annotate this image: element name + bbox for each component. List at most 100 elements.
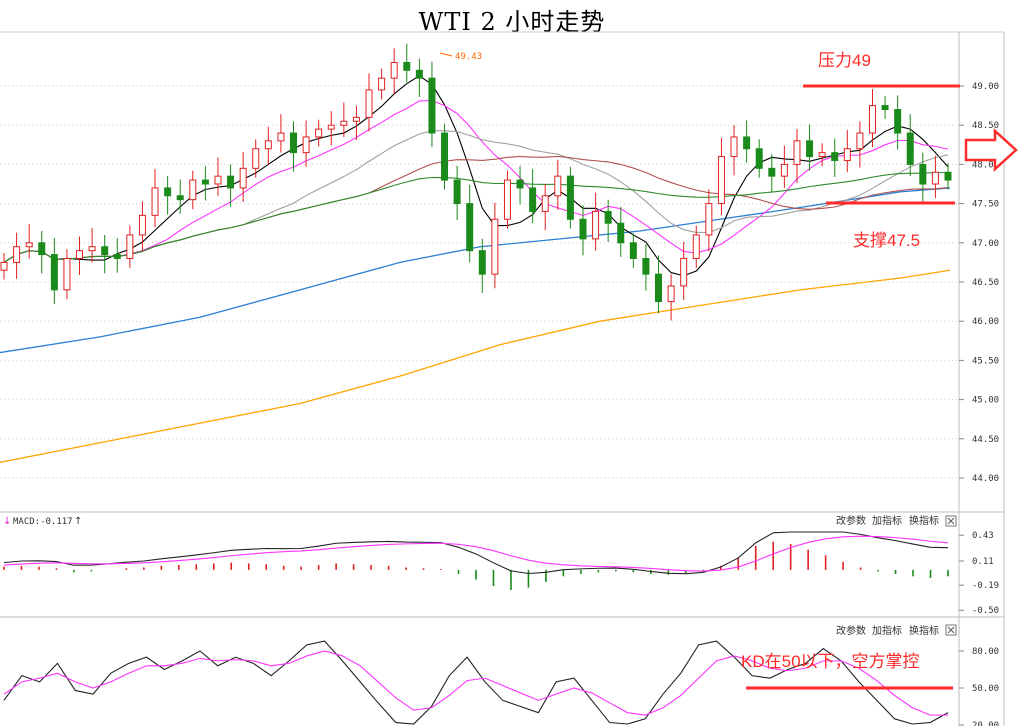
candle-body [378, 77, 386, 91]
macd-tick-label: 0.11 [972, 557, 994, 567]
candle-body [667, 285, 675, 303]
candle-body [680, 257, 688, 287]
macd-down-arrow-icon: ↓ [3, 516, 11, 527]
candle-body [655, 273, 663, 303]
candle-body [176, 195, 184, 201]
candle-body [529, 187, 537, 212]
candle-body [0, 261, 8, 271]
macd-switch-indicator-button[interactable]: 换指标 [909, 514, 939, 527]
candle-body [340, 120, 348, 126]
candle-body [755, 148, 763, 169]
candle-body [113, 254, 121, 259]
price-tick-label: 47.00 [972, 239, 999, 249]
candle-body [302, 136, 310, 154]
macd-tick-label: -0.50 [972, 606, 999, 616]
kd-add-indicator-button[interactable]: 加指标 [872, 624, 902, 637]
candle-body [566, 175, 574, 220]
candle-body [151, 187, 159, 216]
price-tick-label: 44.00 [972, 474, 999, 484]
candle-body [617, 222, 625, 244]
candle-body [491, 218, 499, 275]
ma250-path [0, 269, 951, 463]
candle-body [831, 152, 839, 161]
macd-tick-label: -0.19 [972, 581, 999, 591]
ma10-path [3, 99, 949, 263]
ma60-path [3, 172, 948, 263]
candle-body [365, 89, 373, 118]
candle-body [478, 250, 486, 275]
macd-close-icon[interactable] [945, 515, 957, 527]
candle-body [806, 140, 814, 158]
candle-body [13, 246, 21, 263]
candle-body [415, 69, 423, 79]
macd-dea-line [3, 535, 949, 572]
candle-body [692, 234, 700, 259]
candle-body [906, 132, 914, 165]
candle-body [76, 250, 84, 259]
macd-dif-line [3, 531, 949, 575]
candle-body [503, 179, 511, 220]
kd-change-params-button[interactable]: 改参数 [836, 624, 866, 637]
price-tick-label: 46.50 [972, 278, 999, 288]
candle-body [164, 187, 172, 197]
kd-tick-label: 50.00 [972, 684, 999, 694]
macd-change-params-button[interactable]: 改参数 [836, 514, 866, 527]
candle-body [705, 203, 713, 236]
price-tick-label: 46.00 [972, 317, 999, 327]
kd-k-line [3, 640, 949, 725]
ma120-path [0, 187, 951, 354]
candle-body [390, 61, 398, 79]
candle-body [743, 136, 751, 150]
resistance-label: 压力49 [818, 51, 871, 70]
gridlines [0, 85, 959, 479]
candle-body [428, 77, 436, 134]
candle-body [327, 124, 335, 130]
candle-body [101, 246, 109, 256]
kd-close-icon[interactable] [945, 624, 957, 636]
macd-label: MACD:-0.117 [13, 517, 73, 527]
ma250-line [0, 269, 951, 463]
price-tick-label: 48.50 [972, 121, 999, 131]
candle-body [25, 242, 33, 248]
candle-body [227, 175, 235, 189]
price-axis-ticks: 49.00 48.50 48.00 47.50 47.00 46.50 46.00 45.50… [959, 82, 999, 484]
candle-body [403, 61, 411, 71]
candlesticks [0, 43, 952, 321]
candle-body [252, 148, 260, 169]
price-tick-label: 45.00 [972, 396, 999, 406]
candle-body [126, 234, 134, 259]
candle-body [466, 203, 474, 252]
candle-body [50, 254, 58, 291]
kd-tick-label: 80.00 [972, 647, 999, 657]
price-tick-label: 44.50 [972, 435, 999, 445]
candle-body [214, 175, 222, 185]
candle-body [780, 163, 788, 177]
peak-marker: 49.43 [439, 52, 482, 62]
macd-histogram [3, 541, 949, 591]
candle-body [441, 132, 449, 181]
candle-body [289, 132, 297, 154]
candle-body [730, 136, 738, 158]
candle-body [592, 210, 600, 240]
macd-lines [3, 531, 949, 575]
candle-body [38, 242, 46, 256]
candle-body [189, 179, 197, 201]
candle-body [239, 167, 247, 189]
candle-body [264, 140, 272, 150]
candle-body [793, 140, 801, 165]
price-tick-label: 48.00 [972, 160, 999, 170]
candle-body [352, 116, 360, 122]
candle-body [201, 179, 209, 185]
candle-body [919, 163, 927, 185]
candle-body [944, 171, 952, 181]
candle-body [843, 148, 851, 161]
candle-body [717, 156, 725, 205]
candle-body [881, 105, 889, 111]
price-tick-label: 49.00 [972, 82, 999, 92]
ma5-path [3, 75, 949, 277]
macd-add-indicator-button[interactable]: 加指标 [872, 514, 902, 527]
candle-body [768, 167, 776, 177]
moving-average-lines [3, 75, 949, 277]
kd-switch-indicator-button[interactable]: 换指标 [909, 624, 939, 637]
